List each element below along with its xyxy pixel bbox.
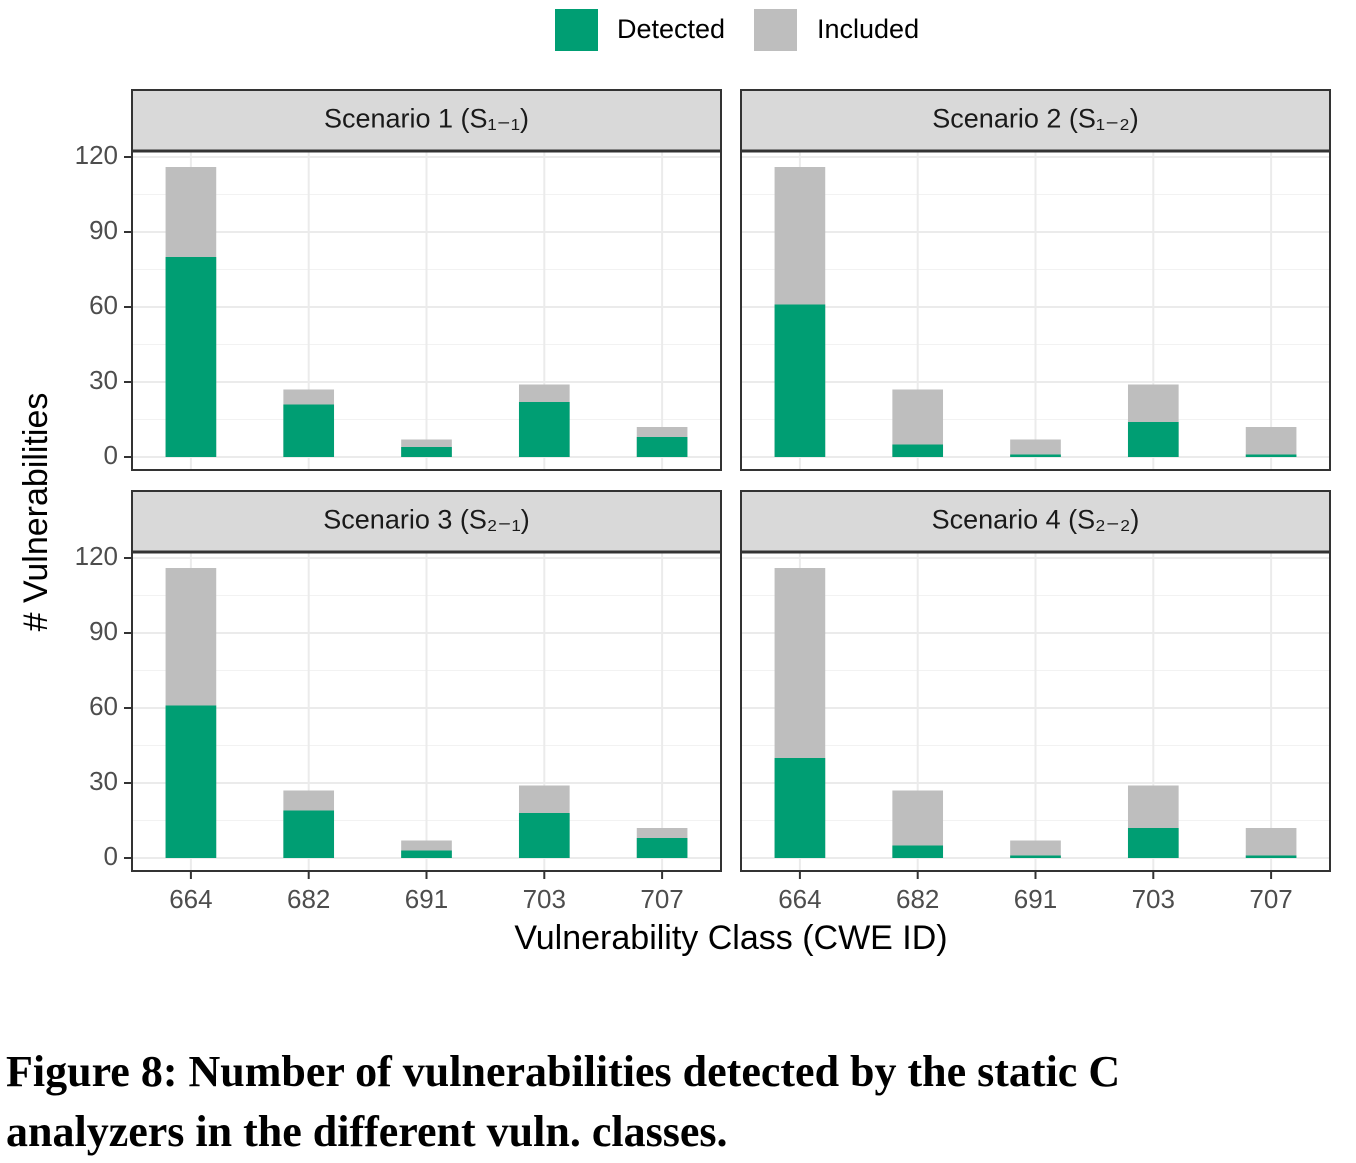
bar [283, 810, 335, 858]
caption-line: analyzers in the different vuln. classes… [6, 1107, 728, 1156]
bar [1127, 828, 1179, 858]
y-axis-title: # Vulnerabilities [17, 393, 55, 632]
y-tick-label: 120 [75, 541, 118, 571]
x-tick-label: 707 [640, 884, 683, 914]
x-tick-label: 691 [405, 884, 448, 914]
bar [401, 850, 452, 858]
y-tick-label: 30 [89, 766, 118, 796]
bar [774, 758, 826, 858]
bar [165, 257, 217, 457]
x-tick-label: 682 [287, 884, 330, 914]
bar [1245, 855, 1297, 858]
bar [401, 447, 452, 457]
y-tick-label: 90 [89, 616, 118, 646]
bar [1010, 840, 1061, 858]
y-tick-label: 60 [89, 290, 118, 320]
bar [283, 404, 335, 457]
x-tick-label: 703 [1132, 884, 1175, 914]
legend-swatch [754, 9, 797, 51]
strip [740, 89, 1331, 152]
strip [740, 490, 1331, 553]
chart: Vulnerability Class (CWE ID) # Vulnerabi… [17, 9, 1331, 957]
x-tick-label: 703 [523, 884, 566, 914]
bar [518, 402, 570, 457]
bar [774, 304, 826, 457]
strip [131, 89, 722, 152]
bar [892, 444, 944, 457]
bar [636, 437, 688, 457]
x-tick-label: 664 [169, 884, 212, 914]
bar [636, 838, 688, 858]
y-tick-label: 0 [104, 440, 118, 470]
x-tick-label: 664 [778, 884, 821, 914]
bar [1245, 454, 1297, 457]
legend-label: Included [817, 14, 919, 44]
y-tick-label: 60 [89, 691, 118, 721]
legend-swatch [555, 9, 598, 51]
legend-label: Detected [617, 14, 725, 44]
panel-title: Scenario 4 (S₂₋₂) [932, 505, 1140, 535]
y-tick-label: 120 [75, 140, 118, 170]
x-tick-label: 707 [1249, 884, 1292, 914]
panel-title: Scenario 2 (S₁₋₂) [932, 104, 1138, 134]
bar [892, 845, 944, 858]
strip [131, 490, 722, 553]
bar [1010, 439, 1061, 457]
bar [1127, 422, 1179, 457]
x-tick-label: 691 [1014, 884, 1057, 914]
y-tick-label: 30 [89, 365, 118, 395]
bar [518, 813, 570, 858]
bar [1245, 828, 1297, 858]
bar [165, 705, 217, 858]
x-tick-label: 682 [896, 884, 939, 914]
bar [1010, 454, 1061, 457]
panel-title: Scenario 1 (S₁₋₁) [324, 104, 529, 134]
y-tick-label: 0 [104, 841, 118, 871]
y-tick-label: 90 [89, 215, 118, 245]
x-axis-title: Vulnerability Class (CWE ID) [514, 919, 947, 957]
bar [1245, 427, 1297, 457]
panel-title: Scenario 3 (S₂₋₁) [323, 505, 529, 535]
bar [1010, 855, 1061, 858]
caption-line: Figure 8: Number of vulnerabilities dete… [6, 1047, 1121, 1096]
